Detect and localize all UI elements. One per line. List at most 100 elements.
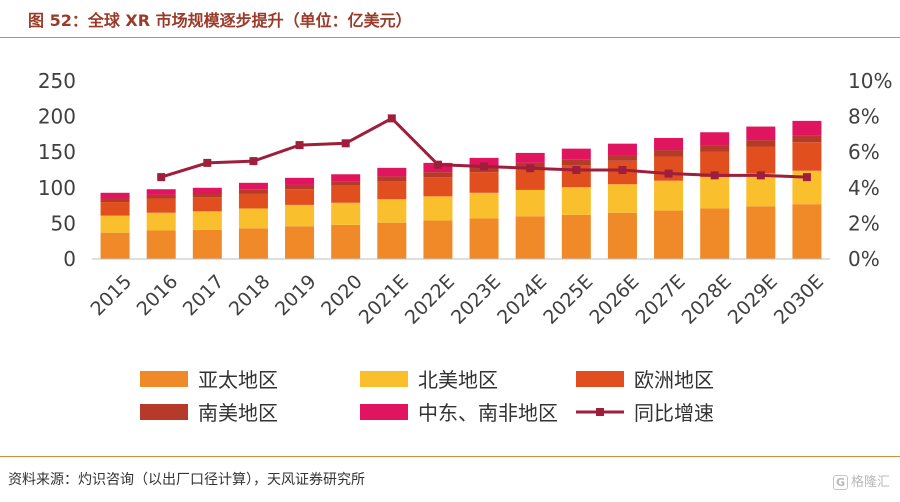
- y2-axis: 10% 8% 6% 4% 2% 0%: [848, 69, 892, 271]
- bar-segment: [100, 192, 130, 199]
- bar-segment: [654, 137, 684, 151]
- x-tick-label: 2019: [271, 271, 321, 321]
- bar-segment: [377, 176, 407, 182]
- bar-segment: [238, 228, 268, 259]
- x-tick-label: 2016: [133, 271, 183, 321]
- growth-point: [802, 173, 811, 182]
- bar-segment: [654, 210, 684, 259]
- bar-segment: [285, 189, 315, 205]
- x-tick-label: 2026E: [585, 271, 643, 329]
- growth-point: [756, 171, 765, 180]
- bar-segment: [192, 229, 222, 259]
- bar-segment: [746, 140, 776, 147]
- legend-item: 中东、南非地区: [360, 401, 558, 425]
- x-tick-label: 2029E: [724, 271, 782, 329]
- bar-segment: [238, 208, 268, 229]
- bar-segment: [146, 198, 176, 213]
- y-tick-label: 100: [38, 176, 76, 200]
- legend-item: 亚太地区: [140, 368, 278, 392]
- bar-segment: [423, 172, 453, 178]
- bars: [100, 120, 822, 259]
- bar-segment: [423, 220, 453, 259]
- growth-point: [203, 158, 212, 167]
- bar-segment: [469, 218, 499, 259]
- bar-segment: [515, 168, 545, 190]
- y2-tick-label: 0%: [848, 247, 880, 271]
- bar-segment: [100, 232, 130, 259]
- legend-line-marker: [596, 408, 604, 416]
- bar-segment: [377, 167, 407, 177]
- y-tick-label: 0: [63, 247, 76, 271]
- bar-segment: [238, 193, 268, 209]
- bar-segment: [331, 181, 361, 186]
- watermark-icon: G: [832, 475, 848, 490]
- legend-item: 北美地区: [360, 368, 498, 392]
- title-bar: 图 52：全球 XR 市场规模逐步提升（单位：亿美元）: [0, 0, 900, 38]
- bar-segment: [607, 184, 637, 213]
- x-tick-label: 2024E: [493, 271, 551, 329]
- bar-segment: [561, 148, 591, 160]
- bar-segment: [792, 204, 822, 259]
- bar-segment: [238, 189, 268, 194]
- bar-segment: [285, 204, 315, 227]
- bar-segment: [515, 152, 545, 163]
- bar-segment: [285, 184, 315, 190]
- bar-segment: [654, 150, 684, 157]
- bar-segment: [192, 193, 222, 198]
- watermark-text: 格隆汇: [850, 475, 890, 490]
- x-tick-label: 2018: [225, 271, 275, 321]
- y-tick-label: 50: [51, 211, 76, 235]
- legend-swatch: [576, 371, 624, 387]
- bar-segment: [423, 177, 453, 197]
- y2-tick-label: 10%: [848, 69, 892, 93]
- bar-segment: [746, 146, 776, 174]
- bar-segment: [515, 189, 545, 217]
- legend-label: 欧洲地区: [634, 368, 714, 392]
- bar-segment: [146, 189, 176, 195]
- watermark-logo: G 格隆汇: [832, 471, 890, 490]
- y2-tick-label: 6%: [848, 140, 880, 164]
- bar-segment: [700, 145, 730, 152]
- bar-segment: [469, 172, 499, 193]
- bar-segment: [377, 199, 407, 223]
- bar-segment: [146, 212, 176, 231]
- growth-point: [387, 114, 396, 123]
- bar-segment: [331, 202, 361, 225]
- bar-segment: [746, 206, 776, 259]
- legend-label: 北美地区: [418, 368, 498, 392]
- bar-segment: [285, 177, 315, 185]
- bar-segment: [746, 126, 776, 141]
- y-axis: 250 200 150 100 50 0: [38, 69, 76, 271]
- bar-segment: [377, 181, 407, 200]
- growth-point: [480, 162, 489, 171]
- bar-segment: [285, 226, 315, 259]
- bar-segment: [654, 180, 684, 211]
- bar-segment: [146, 230, 176, 259]
- growth-point: [341, 139, 350, 148]
- legend-swatch: [140, 404, 188, 420]
- growth-point: [572, 166, 581, 174]
- x-tick-label: 2023E: [447, 271, 505, 329]
- bar-segment: [423, 196, 453, 221]
- bar-segment: [561, 214, 591, 259]
- growth-point: [526, 164, 535, 173]
- bar-segment: [700, 208, 730, 259]
- growth-point: [664, 169, 673, 178]
- growth-point: [295, 141, 304, 150]
- bar-segment: [469, 192, 499, 219]
- legend-swatch: [360, 404, 408, 420]
- growth-line: [157, 114, 811, 182]
- bar-segment: [607, 212, 637, 259]
- y-tick-label: 250: [38, 69, 76, 93]
- y2-tick-label: 8%: [848, 105, 880, 129]
- growth-point: [157, 173, 166, 182]
- x-axis-labels: 2015201620172018201920202021E2022E2023E2…: [86, 271, 828, 329]
- growth-point: [710, 171, 719, 180]
- growth-point: [249, 157, 258, 166]
- legend-label: 中东、南非地区: [418, 401, 558, 425]
- bar-segment: [561, 159, 591, 166]
- x-tick-label: 2027E: [631, 271, 689, 329]
- bar-segment: [700, 177, 730, 209]
